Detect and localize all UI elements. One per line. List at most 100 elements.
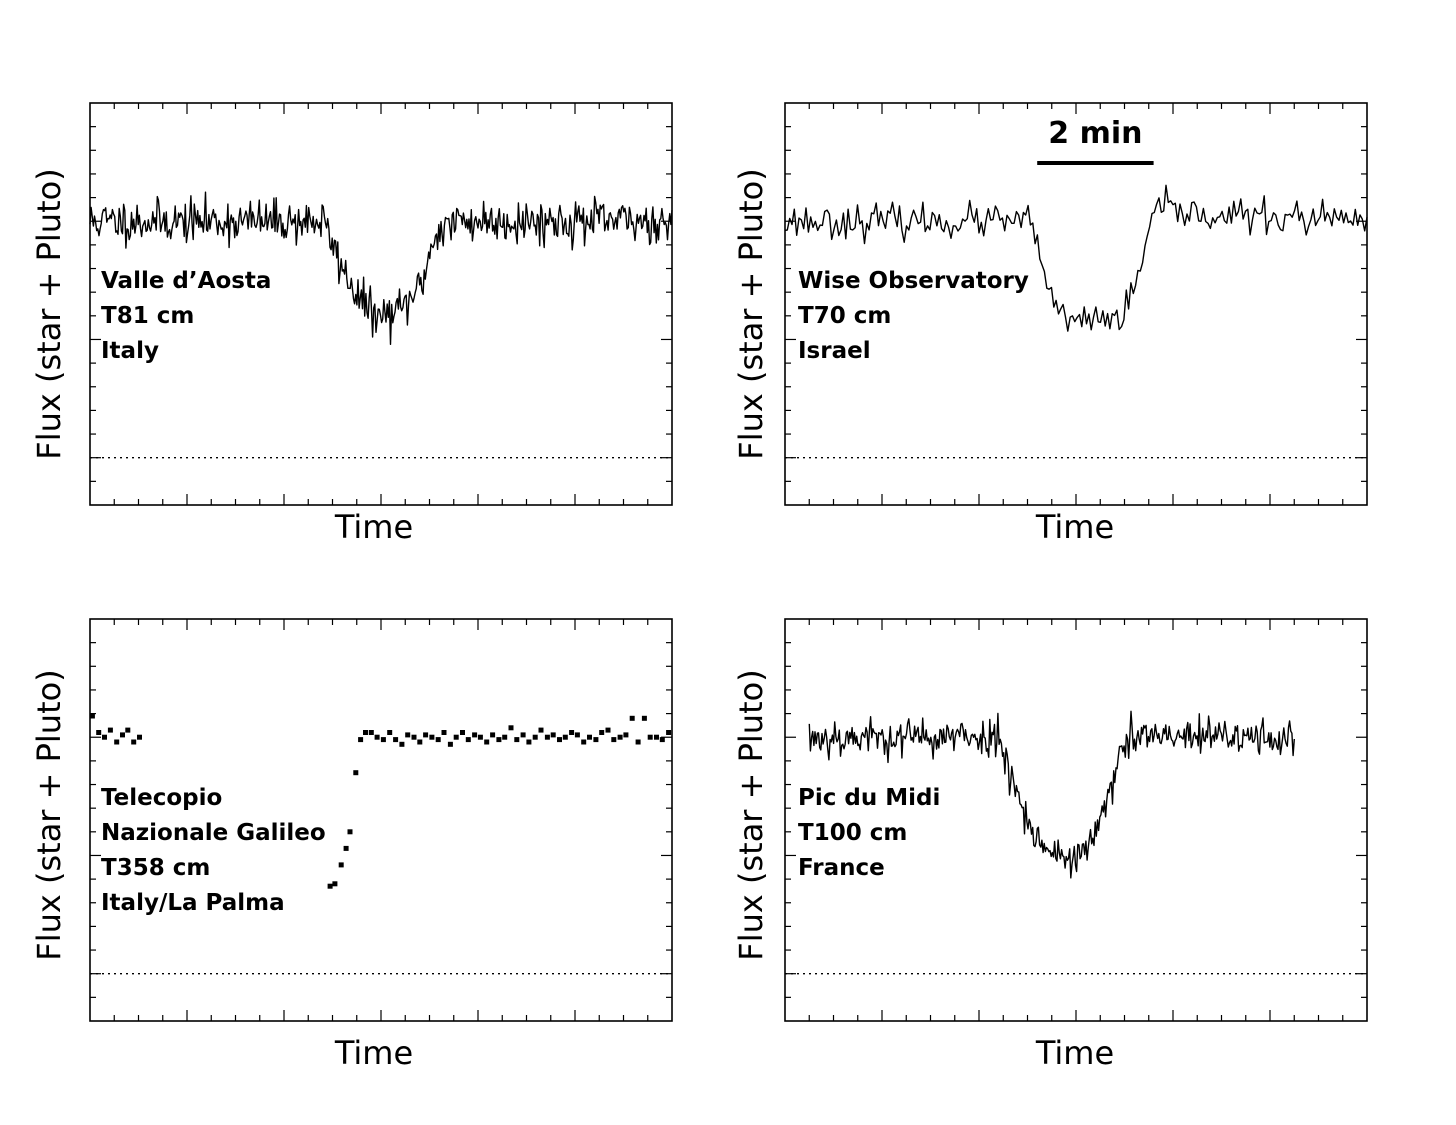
station-country: Italy/La Palma: [101, 890, 285, 916]
data-point: [343, 845, 349, 851]
data-point: [465, 737, 471, 743]
tick-marks: [90, 619, 672, 1021]
data-point: [96, 730, 102, 735]
data-point: [472, 732, 478, 738]
data-point: [550, 732, 556, 738]
tick-marks: [785, 103, 1367, 505]
data-point: [532, 734, 538, 740]
data-point: [429, 734, 435, 740]
data-point: [647, 734, 653, 740]
data-point: [137, 734, 142, 740]
data-point: [641, 715, 647, 721]
light-curve-points: [89, 713, 672, 889]
data-point: [89, 713, 95, 719]
data-point: [417, 739, 423, 745]
data-point: [423, 732, 429, 738]
data-point: [484, 739, 490, 745]
data-point: [387, 730, 393, 735]
y-axis-label: Flux (star + Pluto): [732, 168, 770, 459]
station-telescope: T70 cm: [798, 303, 891, 329]
data-point: [623, 732, 629, 738]
station-telescope: T81 cm: [101, 303, 194, 329]
y-axis-label: Flux (star + Pluto): [30, 669, 68, 960]
data-point: [581, 739, 587, 745]
data-point: [399, 741, 405, 747]
data-point: [514, 737, 520, 743]
data-point: [374, 734, 380, 740]
data-point: [358, 737, 364, 743]
station-country: Israel: [798, 338, 871, 364]
station-name-2: Nazionale Galileo: [101, 820, 326, 846]
x-axis-label: Time: [1035, 508, 1114, 546]
data-point: [347, 829, 353, 835]
station-name: Valle d’Aosta: [101, 268, 271, 294]
data-point: [327, 883, 333, 889]
data-point: [593, 737, 599, 743]
light-curve: [89, 191, 673, 345]
data-point: [405, 732, 411, 738]
data-point: [562, 734, 568, 740]
station-country: France: [798, 855, 885, 881]
data-point: [569, 730, 575, 735]
tick-marks: [90, 103, 672, 505]
x-axis-label: Time: [334, 508, 413, 546]
data-point: [107, 727, 113, 733]
data-point: [526, 739, 532, 745]
data-point: [587, 734, 592, 740]
y-axis-label: Flux (star + Pluto): [30, 168, 68, 459]
data-point: [490, 732, 496, 738]
data-point: [131, 739, 137, 745]
data-point: [666, 730, 672, 735]
data-point: [654, 734, 659, 740]
data-point: [102, 734, 107, 740]
data-point: [544, 734, 550, 740]
station-telescope: T358 cm: [101, 855, 210, 881]
data-point: [125, 727, 131, 733]
data-point: [659, 737, 665, 743]
data-point: [453, 734, 459, 740]
panel-telescopio-nazionale-galileo: Flux (star + Pluto) Time Telecopio Nazio…: [30, 618, 673, 1072]
data-point: [353, 770, 359, 776]
x-axis-label: Time: [1035, 1034, 1114, 1072]
data-point: [447, 741, 453, 747]
data-point: [460, 730, 465, 735]
data-point: [617, 734, 623, 740]
data-point: [611, 737, 617, 743]
y-axis-label: Flux (star + Pluto): [732, 669, 770, 960]
station-name: Wise Observatory: [798, 268, 1029, 294]
light-curve: [784, 184, 1368, 332]
x-axis-label: Time: [334, 1034, 413, 1072]
data-point: [502, 734, 508, 740]
data-point: [120, 732, 125, 738]
data-point: [574, 732, 580, 738]
station-country: Italy: [101, 338, 159, 364]
data-point: [411, 734, 417, 740]
station-name: Telecopio: [101, 785, 222, 811]
data-point: [380, 737, 386, 743]
data-point: [629, 715, 635, 721]
station-name: Pic du Midi: [798, 785, 940, 811]
panel-wise-observatory: Flux (star + Pluto) Time Wise Observator…: [732, 102, 1368, 546]
panel-pic-du-midi: Flux (star + Pluto) Time Pic du Midi T10…: [732, 618, 1368, 1072]
data-point: [393, 737, 399, 743]
data-point: [520, 732, 526, 738]
data-point: [441, 730, 447, 735]
station-telescope: T100 cm: [798, 820, 907, 846]
data-point: [496, 737, 502, 743]
data-point: [114, 739, 120, 745]
data-point: [508, 725, 514, 731]
data-point: [599, 730, 605, 735]
data-point: [435, 737, 441, 743]
data-point: [368, 730, 374, 735]
data-point: [635, 739, 641, 745]
data-point: [332, 881, 338, 887]
tick-marks: [785, 619, 1367, 1021]
data-point: [477, 734, 483, 740]
data-point: [605, 727, 611, 733]
panel-valle-daosta: Flux (star + Pluto) Time Valle d’Aosta T…: [30, 102, 673, 546]
data-point: [338, 862, 344, 868]
data-point: [557, 737, 562, 743]
data-point: [363, 730, 368, 735]
scale-bar-label: 2 min: [1048, 116, 1142, 151]
